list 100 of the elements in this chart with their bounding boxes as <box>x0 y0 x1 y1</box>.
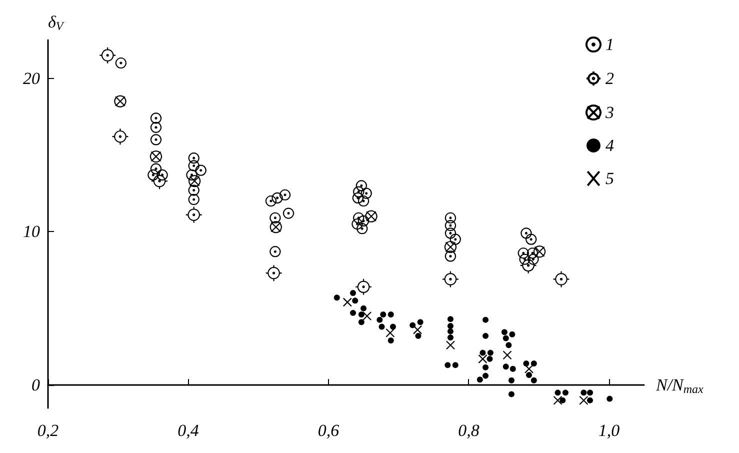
point <box>388 311 394 318</box>
point <box>148 169 159 180</box>
point <box>358 319 364 326</box>
point <box>185 206 202 224</box>
point <box>114 95 126 108</box>
legend-label: 5 <box>606 169 614 188</box>
point <box>342 298 352 307</box>
y-tick-label: 10 <box>23 222 40 242</box>
point <box>552 270 570 288</box>
point <box>112 128 129 146</box>
point <box>447 328 454 334</box>
point <box>188 194 200 206</box>
y-tick-label: 0 <box>32 376 40 394</box>
point <box>353 186 364 198</box>
point <box>444 250 456 262</box>
point <box>560 397 566 404</box>
point <box>501 329 508 336</box>
point <box>272 192 283 204</box>
point <box>587 390 594 396</box>
point <box>188 175 201 188</box>
point <box>350 290 356 296</box>
point <box>528 254 539 265</box>
point <box>390 324 396 330</box>
point <box>554 390 561 396</box>
point <box>150 122 162 133</box>
point <box>450 234 461 245</box>
point <box>282 208 294 219</box>
point <box>524 364 534 374</box>
point <box>502 364 509 370</box>
point <box>150 150 162 163</box>
point <box>506 342 512 348</box>
point <box>279 189 291 200</box>
legend-label: 1 <box>606 35 614 54</box>
x-tick-label: 1,0 <box>598 421 620 440</box>
point <box>115 57 126 69</box>
point <box>580 390 587 396</box>
point <box>358 311 364 318</box>
point <box>579 396 588 405</box>
point <box>478 354 488 364</box>
point <box>415 332 422 339</box>
point <box>444 220 456 232</box>
legend-label: 4 <box>606 136 614 155</box>
point <box>388 338 394 344</box>
point <box>606 396 613 402</box>
point <box>362 311 372 321</box>
point <box>510 366 516 372</box>
point <box>150 134 162 146</box>
point <box>356 223 368 234</box>
point <box>476 376 483 383</box>
point <box>530 360 537 367</box>
point <box>520 228 532 239</box>
point <box>265 264 282 282</box>
point <box>358 195 370 207</box>
point <box>444 362 451 368</box>
point <box>452 362 458 368</box>
point <box>482 364 489 370</box>
point <box>376 316 383 323</box>
point <box>518 248 529 259</box>
point <box>444 212 456 224</box>
point <box>533 246 546 258</box>
point <box>480 350 486 356</box>
point <box>334 294 340 301</box>
point <box>412 325 422 334</box>
point <box>360 188 372 199</box>
point <box>352 218 363 230</box>
point <box>553 396 562 405</box>
point <box>526 372 532 378</box>
point <box>530 377 537 384</box>
x-tick-label: 0,8 <box>458 421 480 440</box>
point <box>188 152 200 164</box>
point <box>444 240 456 253</box>
point <box>270 212 281 224</box>
point <box>270 246 281 258</box>
point <box>526 248 538 259</box>
point <box>487 350 494 356</box>
point <box>526 234 537 245</box>
point <box>186 169 198 180</box>
point <box>380 311 386 318</box>
legend-label: 2 <box>606 69 614 88</box>
point <box>442 270 460 288</box>
point <box>270 221 282 234</box>
point <box>587 397 594 404</box>
point <box>502 350 512 360</box>
y-tick-label: 20 <box>23 68 40 88</box>
point <box>447 316 454 322</box>
point <box>354 278 372 296</box>
point <box>99 46 116 64</box>
x-tick-label: 0,6 <box>318 421 340 440</box>
point <box>562 390 568 396</box>
point <box>417 319 424 326</box>
legend-label: 3 <box>604 103 614 122</box>
point <box>519 254 530 265</box>
point <box>352 298 358 304</box>
point <box>502 335 509 342</box>
point <box>444 228 456 239</box>
point <box>188 184 200 196</box>
point <box>482 316 489 323</box>
point <box>356 180 367 192</box>
x-tick-label: 0,2 <box>37 421 60 440</box>
point <box>365 210 378 222</box>
